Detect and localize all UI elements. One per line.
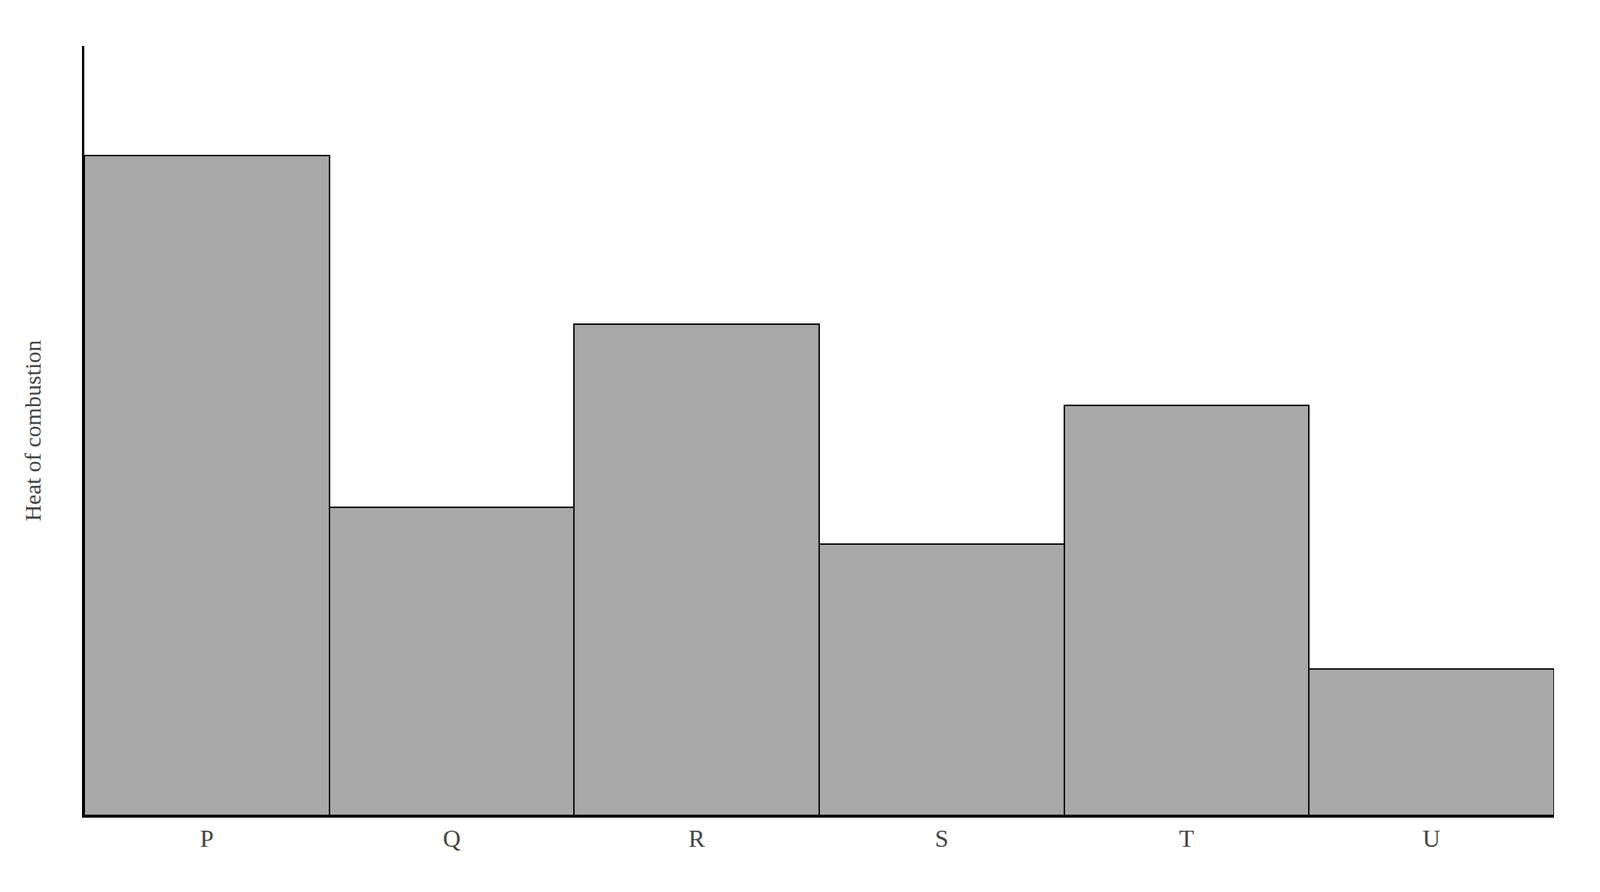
svg-text:R: R [688, 824, 705, 853]
svg-text:P: P [200, 824, 214, 853]
svg-text:T: T [1179, 824, 1195, 853]
svg-text:U: U [1422, 824, 1441, 853]
svg-text:Q: Q [442, 824, 461, 853]
svg-text:Heat of combustion: Heat of combustion [19, 340, 46, 522]
svg-text:S: S [934, 824, 949, 853]
